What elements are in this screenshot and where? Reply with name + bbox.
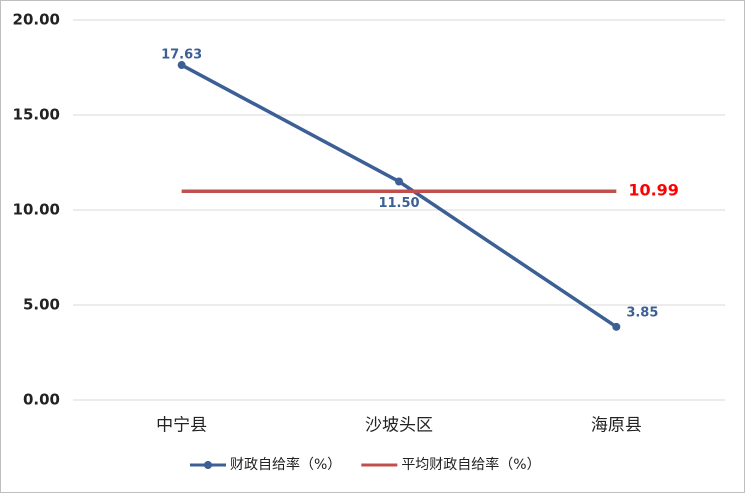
y-tick-label: 5.00 bbox=[23, 296, 60, 314]
y-tick-label: 0.00 bbox=[23, 391, 60, 409]
value-label: 11.50 bbox=[378, 196, 419, 211]
x-tick-label: 海原县 bbox=[591, 416, 642, 436]
y-tick-label: 10.00 bbox=[13, 201, 60, 219]
value-label: 3.85 bbox=[626, 305, 658, 320]
value-label: 17.63 bbox=[161, 48, 202, 63]
point bbox=[612, 322, 621, 331]
x-tick-label: 中宁县 bbox=[156, 416, 207, 436]
value-label: 10.99 bbox=[628, 181, 679, 200]
x-tick-label: 沙坡头区 bbox=[365, 416, 433, 436]
legend-label: 财政自给率（%） bbox=[230, 456, 341, 473]
legend-label: 平均财政自给率（%） bbox=[401, 456, 540, 473]
y-tick-label: 15.00 bbox=[13, 106, 60, 124]
point bbox=[395, 177, 403, 186]
y-tick-label: 20.00 bbox=[13, 11, 60, 29]
legend-marker bbox=[204, 461, 212, 469]
point bbox=[177, 61, 186, 70]
